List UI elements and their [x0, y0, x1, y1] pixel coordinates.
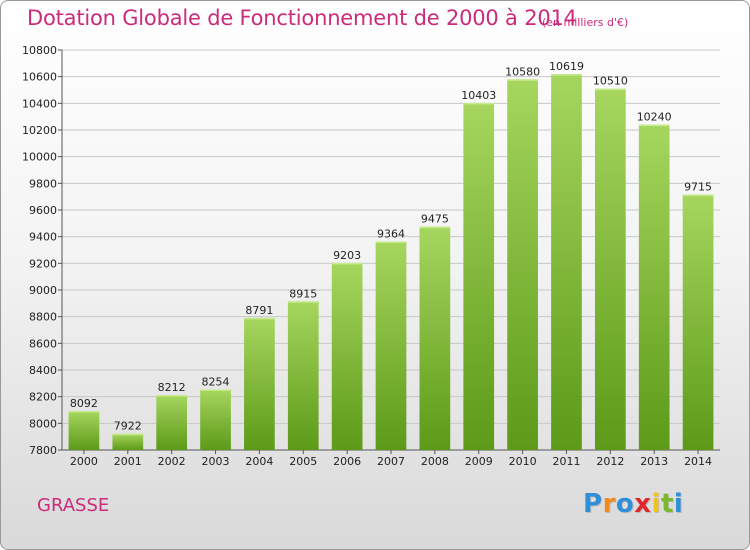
value-label: 9475 [421, 213, 449, 226]
x-tick-label: 2006 [333, 455, 361, 468]
x-tick-label: 2001 [114, 455, 142, 468]
bar-2005 [287, 301, 319, 450]
bar-2012 [594, 88, 626, 451]
value-label: 10510 [593, 75, 628, 88]
value-label: 8092 [70, 397, 98, 410]
bar-2006 [331, 262, 363, 450]
bar-highlight [68, 411, 100, 413]
value-label: 8915 [289, 287, 317, 300]
y-tick-label: 9000 [29, 284, 57, 297]
bar-highlight [594, 88, 626, 91]
value-label: 9203 [333, 249, 361, 262]
value-label: 10403 [461, 89, 496, 102]
y-tick-label: 8800 [29, 311, 57, 324]
value-label: 10240 [637, 111, 672, 124]
y-tick-label: 8000 [29, 417, 57, 430]
bar-highlight [244, 317, 275, 320]
bar-2004 [244, 317, 275, 450]
bar-highlight [682, 194, 714, 197]
y-tick-label: 9200 [29, 257, 57, 270]
bar-highlight [638, 124, 670, 127]
y-tick-label: 8400 [29, 364, 57, 377]
x-tick-label: 2012 [596, 455, 624, 468]
proxiti-logo: Proxiti [583, 489, 684, 519]
x-tick-label: 2002 [158, 455, 186, 468]
bar-2009 [463, 102, 495, 450]
value-label: 9715 [684, 181, 712, 194]
bar-2000 [68, 411, 100, 450]
y-tick-label: 10600 [22, 71, 57, 84]
value-label: 10619 [549, 60, 584, 73]
y-tick-label: 8600 [29, 337, 57, 350]
bar-2007 [375, 241, 407, 450]
bar-2001 [112, 433, 144, 450]
bar-2010 [507, 79, 538, 450]
x-tick-label: 2000 [70, 455, 98, 468]
y-tick-label: 9400 [29, 231, 57, 244]
value-label: 8791 [245, 304, 273, 317]
bar-highlight [156, 395, 188, 397]
bar-2014 [682, 194, 714, 450]
y-tick-label: 9600 [29, 204, 57, 217]
value-label: 7922 [114, 420, 142, 433]
x-tick-label: 2008 [421, 455, 449, 468]
bar-highlight [375, 241, 407, 243]
bar-highlight [200, 389, 231, 391]
x-tick-label: 2007 [377, 455, 405, 468]
chart-title: Dotation Globale de Fonctionnement de 20… [27, 6, 577, 30]
y-tick-label: 7800 [29, 444, 57, 457]
bar-highlight [419, 226, 451, 229]
bar-highlight [507, 79, 538, 81]
bar-highlight [112, 433, 144, 436]
value-label: 10580 [505, 65, 540, 78]
x-tick-label: 2003 [202, 455, 230, 468]
x-tick-label: 2009 [465, 455, 493, 468]
y-tick-label: 10000 [22, 151, 57, 164]
bar-highlight [287, 301, 319, 303]
bar-2002 [156, 395, 188, 450]
y-tick-label: 10400 [22, 97, 57, 110]
bar-2008 [419, 226, 451, 450]
bar-2013 [638, 124, 670, 451]
y-tick-label: 10800 [22, 44, 57, 57]
x-tick-label: 2013 [640, 455, 668, 468]
y-tick-label: 8200 [29, 391, 57, 404]
value-label: 9364 [377, 227, 405, 240]
x-tick-label: 2004 [245, 455, 273, 468]
x-tick-label: 2010 [509, 455, 537, 468]
chart-subtitle: (en milliers d'€) [542, 16, 629, 29]
x-tick-label: 2014 [684, 455, 712, 468]
bar-2011 [551, 74, 582, 450]
value-label: 8254 [202, 375, 230, 388]
bar-highlight [331, 262, 363, 265]
place-name: GRASSE [37, 495, 110, 516]
x-tick-label: 2005 [289, 455, 317, 468]
bar-highlight [551, 74, 582, 76]
bar-highlight [463, 102, 495, 105]
value-label: 8212 [158, 381, 186, 394]
y-tick-label: 10200 [22, 124, 57, 137]
bar-2003 [200, 389, 231, 450]
x-tick-label: 2011 [552, 455, 580, 468]
y-tick-label: 9800 [29, 177, 57, 190]
